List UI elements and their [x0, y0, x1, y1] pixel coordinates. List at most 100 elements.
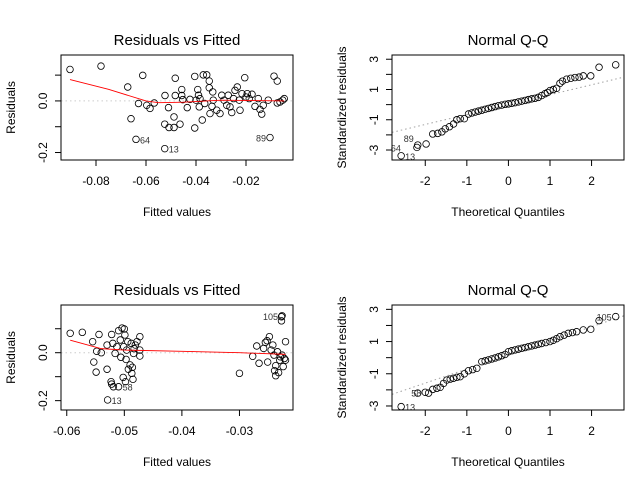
data-point — [136, 352, 144, 360]
x-tick-label: 0 — [505, 174, 512, 188]
data-point — [549, 85, 558, 94]
plot-area — [392, 61, 624, 160]
data-point — [103, 365, 111, 373]
x-tick-label: -0.02 — [232, 174, 260, 188]
data-point — [259, 101, 267, 110]
data-point — [429, 130, 437, 138]
data-point — [280, 354, 289, 363]
data-point — [245, 94, 253, 103]
data-point — [269, 341, 277, 349]
data-point — [579, 326, 587, 334]
data-point — [270, 366, 279, 375]
data-point — [558, 77, 567, 85]
data-point — [136, 332, 144, 341]
data-point — [191, 124, 199, 132]
data-point — [443, 376, 451, 384]
y-tick-label: 1 — [367, 338, 381, 345]
data-point — [468, 365, 477, 374]
panel-title: Residuals vs Fitted — [114, 32, 241, 49]
data-point — [178, 85, 186, 94]
top-left-residuals-vs-fitted: Residuals vs Fitted Fitted values Residual… — [4, 32, 294, 219]
plot-area — [61, 62, 293, 153]
data-point — [126, 361, 134, 369]
outlier-label: 105 — [263, 312, 278, 322]
data-point — [139, 71, 147, 80]
bottom-right-normal-qq: Normal Q-Q Theoretical Quantiles Standardi… — [335, 282, 625, 469]
outlier-label: 13 — [112, 396, 122, 406]
outlier-label: 64 — [140, 135, 150, 145]
plot-area — [61, 312, 293, 404]
bottom-left-residuals-vs-fitted: Residuals vs Fitted Fitted values Residual… — [4, 282, 294, 469]
data-point — [537, 339, 546, 348]
data-point — [92, 368, 100, 376]
data-point — [534, 340, 543, 348]
data-point — [279, 96, 287, 104]
x-tick-label: -0.06 — [132, 174, 160, 188]
data-point — [424, 389, 433, 397]
y-axis-label: Standardized residuals — [335, 46, 349, 168]
x-tick-label: -2 — [420, 424, 431, 438]
data-point — [595, 63, 603, 71]
data-point — [194, 85, 202, 94]
data-point — [453, 116, 461, 124]
y-tick-label: -3 — [367, 144, 381, 155]
data-point — [494, 353, 503, 361]
data-point — [170, 113, 178, 121]
data-point — [488, 355, 496, 363]
data-point — [527, 342, 536, 350]
data-point — [611, 61, 620, 69]
data-point — [434, 129, 442, 138]
data-point — [111, 349, 119, 358]
x-axis-label: Theoretical Quantiles — [451, 455, 564, 469]
data-point — [179, 95, 187, 104]
data-point — [191, 72, 199, 81]
outlier-label: 58 — [411, 388, 421, 398]
data-point — [253, 342, 261, 350]
y-tick-label: 3 — [367, 56, 381, 63]
data-point — [103, 396, 112, 404]
data-point — [199, 71, 207, 79]
data-point — [556, 333, 564, 341]
data-point — [88, 337, 97, 346]
data-point — [474, 107, 483, 115]
data-point — [511, 346, 519, 354]
data-point — [484, 104, 493, 113]
data-point — [421, 388, 429, 396]
data-point — [121, 331, 129, 339]
x-tick-label: -2 — [420, 174, 431, 188]
data-point — [103, 341, 111, 349]
data-point — [128, 363, 137, 372]
data-point — [273, 77, 281, 85]
data-point — [209, 88, 217, 96]
data-point — [524, 343, 533, 351]
data-point — [186, 95, 194, 104]
data-point — [95, 330, 103, 339]
data-point — [531, 94, 539, 102]
data-point — [226, 103, 234, 111]
outlier-label: 58 — [123, 383, 133, 393]
data-point — [546, 337, 554, 346]
data-point — [196, 94, 204, 103]
data-point — [549, 336, 558, 344]
x-axis-label: Fitted values — [143, 205, 211, 219]
x-tick-label: -0.04 — [182, 174, 210, 188]
data-point — [460, 114, 469, 123]
data-point — [560, 331, 568, 339]
data-point — [281, 356, 290, 364]
data-point — [258, 110, 266, 118]
data-point — [255, 359, 263, 367]
data-point — [508, 347, 516, 355]
x-tick-label: -1 — [462, 424, 473, 438]
data-point — [122, 355, 130, 364]
data-point — [564, 329, 572, 338]
x-tick-label: 2 — [588, 174, 595, 188]
data-point — [481, 357, 489, 365]
data-point — [571, 73, 579, 82]
data-point — [279, 362, 287, 371]
data-point — [114, 383, 123, 391]
y-tick-label: -0.2 — [36, 142, 50, 163]
data-point — [170, 123, 178, 132]
lowess-smoother-line — [69, 79, 285, 104]
data-point — [129, 375, 137, 384]
data-point — [276, 353, 285, 361]
